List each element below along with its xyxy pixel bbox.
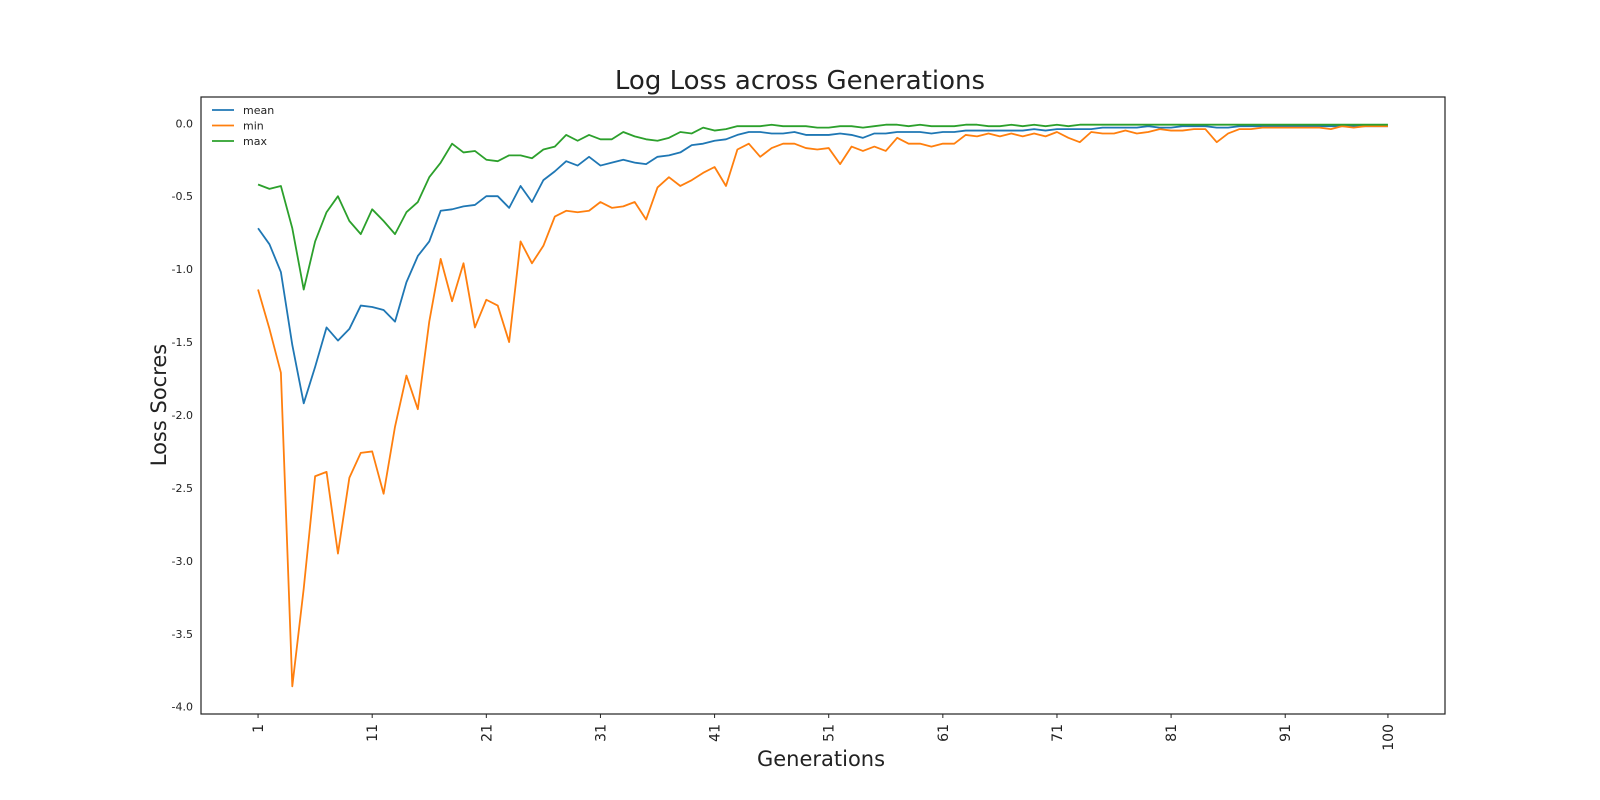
x-tick-label: 1 [251, 724, 267, 733]
x-tick-label: 100 [1381, 724, 1397, 751]
legend-label-max: max [243, 135, 267, 148]
series-line-max [257, 123, 1388, 291]
y-tick-label: -3.5 [172, 628, 193, 641]
x-tick-label: 81 [1164, 724, 1180, 742]
x-tick-label: 11 [365, 724, 381, 742]
x-tick-label: 21 [479, 724, 495, 742]
chart-title: Log Loss across Generations [615, 66, 985, 96]
y-tick-label: -1.0 [172, 263, 193, 276]
legend-label-mean: mean [243, 104, 274, 117]
series-line-mean [257, 125, 1388, 405]
y-tick-label: -2.5 [172, 482, 193, 495]
y-tick-label: 0.0 [176, 117, 194, 130]
legend-label-min: min [243, 120, 264, 133]
x-axis-label: Generations [757, 747, 885, 771]
y-tick-label: -3.0 [172, 555, 193, 568]
y-axis-ticks: 0.0 -0.5 -1.0 -1.5 -2.0 -2.5 -3.0 -3.5 -4.0 [172, 117, 193, 713]
x-tick-label: 51 [822, 724, 838, 742]
x-tick-label: 31 [593, 724, 609, 742]
y-axis-label: Loss Socres [147, 344, 171, 467]
legend: mean min max [212, 104, 274, 148]
x-tick-label: 61 [936, 724, 952, 742]
x-tick-label: 41 [708, 724, 724, 742]
x-tick-label: 91 [1278, 724, 1294, 742]
x-axis-ticks: 1 11 21 31 41 51 61 71 81 91 100 [251, 714, 1397, 751]
y-tick-label: -4.0 [172, 701, 193, 714]
plot-area-frame [200, 96, 1446, 715]
y-tick-label: -0.5 [172, 190, 193, 203]
series-layer [257, 123, 1388, 688]
y-tick-label: -2.0 [172, 409, 193, 422]
x-tick-label: 71 [1050, 724, 1066, 742]
y-tick-label: -1.5 [172, 336, 193, 349]
series-line-min [257, 125, 1388, 688]
